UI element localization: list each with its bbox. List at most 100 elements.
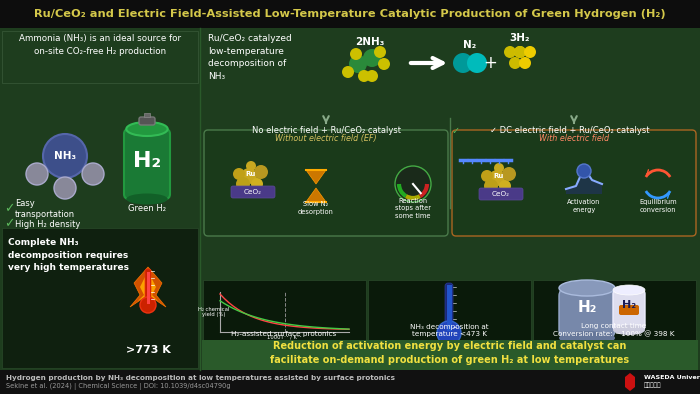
- Text: ✓ DC electric field + Ru/CeO₂ catalyst: ✓ DC electric field + Ru/CeO₂ catalyst: [490, 126, 650, 135]
- FancyBboxPatch shape: [479, 188, 523, 200]
- Text: Ru: Ru: [494, 173, 504, 179]
- Circle shape: [233, 168, 245, 180]
- Circle shape: [437, 321, 461, 345]
- FancyBboxPatch shape: [231, 186, 275, 198]
- Text: ✓: ✓: [452, 126, 460, 136]
- Bar: [0, 28, 700, 370]
- Text: H₂-assisted surface protonics: H₂-assisted surface protonics: [232, 331, 337, 337]
- Text: With electric field: With electric field: [539, 134, 609, 143]
- Text: +: +: [483, 54, 497, 72]
- Bar: [2, 228, 198, 368]
- Bar: [533, 280, 696, 340]
- FancyBboxPatch shape: [559, 288, 615, 338]
- Bar: [0, 0, 700, 28]
- Circle shape: [366, 70, 378, 82]
- Circle shape: [363, 49, 381, 67]
- Text: Complete NH₃
decomposition requires
very high temperatures: Complete NH₃ decomposition requires very…: [8, 238, 129, 272]
- Text: High H₂ density: High H₂ density: [15, 219, 80, 229]
- Circle shape: [519, 57, 531, 69]
- Text: Ammonia (NH₃) is an ideal source for
on-site CO₂-free H₂ production: Ammonia (NH₃) is an ideal source for on-…: [19, 34, 181, 56]
- FancyBboxPatch shape: [145, 269, 151, 305]
- Ellipse shape: [559, 280, 615, 296]
- Circle shape: [26, 163, 48, 185]
- Circle shape: [453, 53, 473, 73]
- Text: Ru: Ru: [246, 171, 256, 177]
- Circle shape: [43, 134, 87, 178]
- FancyBboxPatch shape: [619, 305, 639, 315]
- Circle shape: [494, 163, 504, 173]
- Text: H₂: H₂: [133, 151, 161, 171]
- Circle shape: [489, 170, 505, 186]
- Polygon shape: [130, 267, 166, 310]
- Circle shape: [236, 177, 250, 191]
- Circle shape: [481, 170, 493, 182]
- Circle shape: [514, 46, 526, 58]
- Text: Long contact time
Conversion rate: ~100% @ 398 K: Long contact time Conversion rate: ~100%…: [553, 323, 675, 337]
- Text: Reaction
stops after
some time: Reaction stops after some time: [395, 197, 431, 219]
- Ellipse shape: [559, 331, 615, 345]
- Text: NH₃: NH₃: [54, 151, 76, 161]
- Text: Hydrogen production by NH₃ decomposition at low temperatures assisted by surface: Hydrogen production by NH₃ decomposition…: [6, 375, 395, 381]
- Circle shape: [509, 57, 521, 69]
- Text: Equilibrium
conversion: Equilibrium conversion: [639, 199, 677, 213]
- Circle shape: [358, 70, 370, 82]
- Bar: [368, 280, 531, 340]
- Circle shape: [254, 165, 268, 179]
- Polygon shape: [306, 188, 326, 202]
- Text: Green H₂: Green H₂: [128, 203, 166, 212]
- Text: Reduction of activation energy by electric field and catalyst can
facilitate on-: Reduction of activation energy by electr…: [270, 341, 629, 365]
- Circle shape: [349, 55, 367, 73]
- Circle shape: [499, 180, 511, 192]
- FancyBboxPatch shape: [124, 129, 170, 199]
- Text: >773 K: >773 K: [125, 345, 170, 355]
- FancyBboxPatch shape: [445, 283, 453, 333]
- Circle shape: [504, 46, 516, 58]
- Ellipse shape: [613, 325, 645, 335]
- Ellipse shape: [126, 193, 168, 204]
- Text: No electric field + Ru/CeO₂ catalyst: No electric field + Ru/CeO₂ catalyst: [251, 126, 400, 135]
- Circle shape: [54, 177, 76, 199]
- Polygon shape: [138, 271, 158, 301]
- Circle shape: [241, 168, 257, 184]
- Text: Easy
transportation: Easy transportation: [15, 199, 75, 219]
- Text: NH₃ decomposition at
temperature <473 K: NH₃ decomposition at temperature <473 K: [410, 323, 489, 337]
- Polygon shape: [625, 373, 635, 391]
- Text: Without electric field (EF): Without electric field (EF): [275, 134, 377, 143]
- Circle shape: [467, 53, 487, 73]
- Polygon shape: [566, 168, 602, 194]
- Bar: [202, 340, 698, 370]
- Circle shape: [577, 164, 591, 178]
- Text: 1000T⁻¹ / K⁻¹: 1000T⁻¹ / K⁻¹: [267, 335, 302, 340]
- Bar: [144, 113, 150, 117]
- Bar: [146, 272, 150, 304]
- Circle shape: [378, 58, 390, 70]
- FancyBboxPatch shape: [613, 290, 645, 330]
- Circle shape: [484, 179, 498, 193]
- Bar: [203, 280, 366, 340]
- Circle shape: [524, 46, 536, 58]
- Circle shape: [251, 178, 263, 190]
- Text: 3H₂: 3H₂: [510, 33, 531, 43]
- FancyBboxPatch shape: [452, 130, 696, 236]
- Polygon shape: [306, 170, 326, 184]
- Text: 早稲田大学: 早稲田大学: [644, 382, 661, 388]
- Bar: [2, 31, 198, 83]
- Circle shape: [395, 166, 431, 202]
- Text: 2NH₃: 2NH₃: [356, 37, 385, 47]
- Text: Ru/CeO₂ catalyzed
low-temperature
decomposition of
NH₃: Ru/CeO₂ catalyzed low-temperature decomp…: [208, 34, 292, 80]
- Text: Slow N₂
desorption: Slow N₂ desorption: [298, 201, 334, 215]
- FancyBboxPatch shape: [139, 117, 155, 125]
- Text: H₂: H₂: [622, 300, 636, 310]
- Circle shape: [246, 161, 256, 171]
- Text: H₂ chemical
yield (%): H₂ chemical yield (%): [198, 307, 230, 318]
- Circle shape: [502, 167, 516, 181]
- Circle shape: [514, 46, 526, 58]
- Text: CeO₂: CeO₂: [492, 191, 510, 197]
- Text: N₂: N₂: [463, 40, 477, 50]
- Ellipse shape: [613, 285, 645, 295]
- Ellipse shape: [126, 122, 168, 136]
- Text: WASEDA University: WASEDA University: [644, 375, 700, 379]
- Bar: [618, 372, 698, 392]
- Text: ✓: ✓: [4, 203, 15, 216]
- Circle shape: [342, 66, 354, 78]
